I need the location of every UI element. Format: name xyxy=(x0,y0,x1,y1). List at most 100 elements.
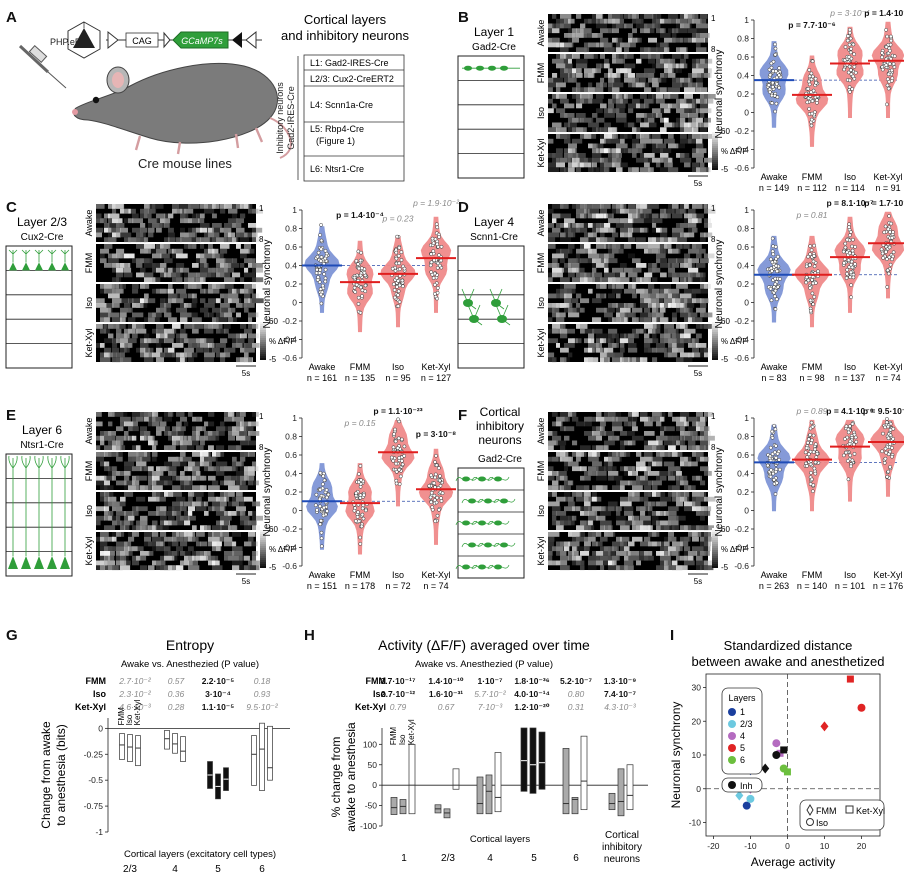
raster-activity xyxy=(208,248,215,254)
raster-activity xyxy=(580,324,588,329)
range-bar-fmm xyxy=(476,776,484,815)
raster-activity xyxy=(104,525,116,531)
raster-activity xyxy=(216,461,228,467)
y-tick-label: 0.4 xyxy=(285,469,297,479)
raster-activity xyxy=(152,328,158,334)
colorbar-step xyxy=(260,338,266,340)
raster-activity xyxy=(624,421,632,427)
raster-activity xyxy=(608,258,618,264)
raster-activity xyxy=(552,213,561,219)
raster-activity xyxy=(664,73,676,78)
data-point xyxy=(397,267,402,272)
raster-activity xyxy=(176,263,185,268)
raster-activity xyxy=(604,560,612,566)
raster-activity xyxy=(576,525,585,531)
raster-activity xyxy=(148,317,155,323)
raster-activity xyxy=(688,213,697,219)
raster-activity xyxy=(152,223,163,228)
raster-activity xyxy=(216,253,224,259)
raster-activity xyxy=(564,293,573,299)
raster-activity xyxy=(696,496,706,502)
y-tick-label: -0.2 xyxy=(734,524,749,534)
raster-activity xyxy=(604,307,609,313)
raster-activity xyxy=(548,127,557,133)
raster-activity xyxy=(148,416,156,422)
raster-activity xyxy=(688,138,698,144)
pyramidal-neuron-icon xyxy=(61,262,69,271)
legend-entry: 5 xyxy=(740,743,745,753)
raster-activity xyxy=(548,208,554,214)
raster-activity xyxy=(172,555,178,561)
construct-diagram: CAG GCaMP7s xyxy=(106,30,262,50)
raster-activity xyxy=(616,167,623,173)
raster-activity xyxy=(644,213,649,219)
raster-activity xyxy=(572,546,578,552)
raster-activity xyxy=(196,532,205,537)
raster-activity xyxy=(596,532,602,537)
raster-activity xyxy=(600,520,612,526)
raster-activity xyxy=(136,461,147,467)
range-bar-fmm xyxy=(390,797,398,815)
data-point xyxy=(777,66,782,70)
raster-activity xyxy=(592,496,597,502)
raster-activity xyxy=(200,298,206,304)
raster-activity xyxy=(684,258,692,264)
raster-activity xyxy=(212,560,220,566)
raster-activity xyxy=(560,565,570,571)
raster-activity xyxy=(688,307,693,313)
raster-activity xyxy=(612,232,619,238)
raster-activity xyxy=(104,506,110,512)
raster-activity xyxy=(704,560,713,566)
raster-activity xyxy=(168,506,175,512)
raster-activity xyxy=(584,98,589,104)
raster-activity xyxy=(192,218,198,224)
raster-activity xyxy=(568,167,575,173)
raster-activity xyxy=(700,167,709,173)
data-point xyxy=(814,80,818,85)
x-category-label: FMM xyxy=(350,570,371,580)
raster-activity xyxy=(684,288,693,294)
raster-activity xyxy=(228,525,236,531)
raster-activity xyxy=(652,412,662,417)
raster-activity xyxy=(224,520,230,526)
raster-activity xyxy=(172,471,177,476)
raster-activity xyxy=(640,23,648,29)
raster-activity xyxy=(240,412,246,417)
data-point xyxy=(431,249,436,253)
raster-activity xyxy=(696,532,702,537)
panel-title: Layer 6 xyxy=(22,423,62,437)
raster-activity xyxy=(640,525,651,531)
raster-activity xyxy=(664,244,672,249)
raster-activity xyxy=(668,87,673,93)
y-axis-label: Neuronal synchrony xyxy=(714,448,725,537)
scatter-point-inh xyxy=(780,746,788,754)
raster-activity xyxy=(616,143,628,149)
raster-activity xyxy=(160,532,167,537)
raster-activity xyxy=(636,117,642,123)
raster-activity xyxy=(200,258,207,264)
raster-activity xyxy=(160,253,170,259)
raster-activity xyxy=(644,68,656,74)
raster-activity xyxy=(648,167,654,173)
data-point xyxy=(854,439,859,444)
raster-activity xyxy=(248,421,259,427)
raster-activity xyxy=(188,227,198,233)
raster-activity xyxy=(636,551,648,556)
raster-activity xyxy=(220,244,230,249)
raster-activity xyxy=(668,94,679,99)
raster-activity xyxy=(148,312,156,318)
raster-activity xyxy=(196,426,206,432)
raster-activity xyxy=(576,546,587,552)
data-point xyxy=(808,263,812,267)
raster-activity xyxy=(120,496,126,502)
raster-activity xyxy=(624,77,636,83)
panel-label-e: E xyxy=(6,407,16,424)
raster-activity xyxy=(576,492,588,497)
raster-activity xyxy=(660,103,670,109)
raster-activity xyxy=(232,565,240,571)
raster-activity xyxy=(688,525,700,531)
raster-activity xyxy=(612,267,624,273)
raster-activity xyxy=(684,87,696,93)
raster-activity xyxy=(152,445,157,451)
raster-activity xyxy=(224,541,236,547)
